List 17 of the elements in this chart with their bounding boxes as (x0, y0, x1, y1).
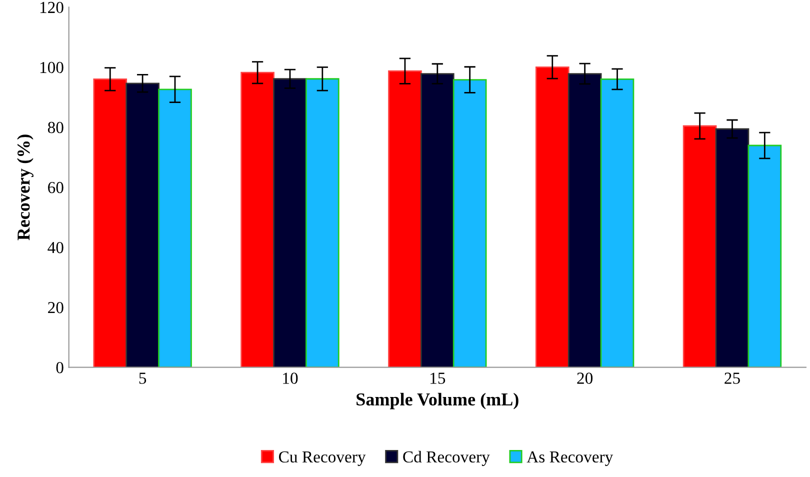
x-axis-title: Sample Volume (mL) (356, 392, 518, 410)
x-tick-label: 25 (724, 372, 740, 384)
y-tick-label: 120 (40, 2, 64, 14)
y-tick-label: 40 (48, 242, 64, 254)
y-tick-label: 0 (56, 362, 64, 374)
x-tick-label: 20 (577, 372, 593, 384)
y-tick-label: 60 (48, 182, 64, 194)
x-tick-label: 10 (283, 372, 298, 384)
y-tick-label: 100 (40, 62, 64, 74)
y-tick-label: 80 (48, 122, 64, 134)
legend-label: Cu Recovery (278, 451, 366, 466)
x-tick-label: 15 (430, 372, 446, 384)
legend-label: Cd Recovery (403, 450, 490, 466)
x-tick-label: 5 (139, 372, 146, 384)
y-axis-title: Recovery (%) (17, 134, 34, 240)
y-tick-label: 20 (48, 302, 64, 314)
legend-label: As Recovery (526, 451, 614, 466)
